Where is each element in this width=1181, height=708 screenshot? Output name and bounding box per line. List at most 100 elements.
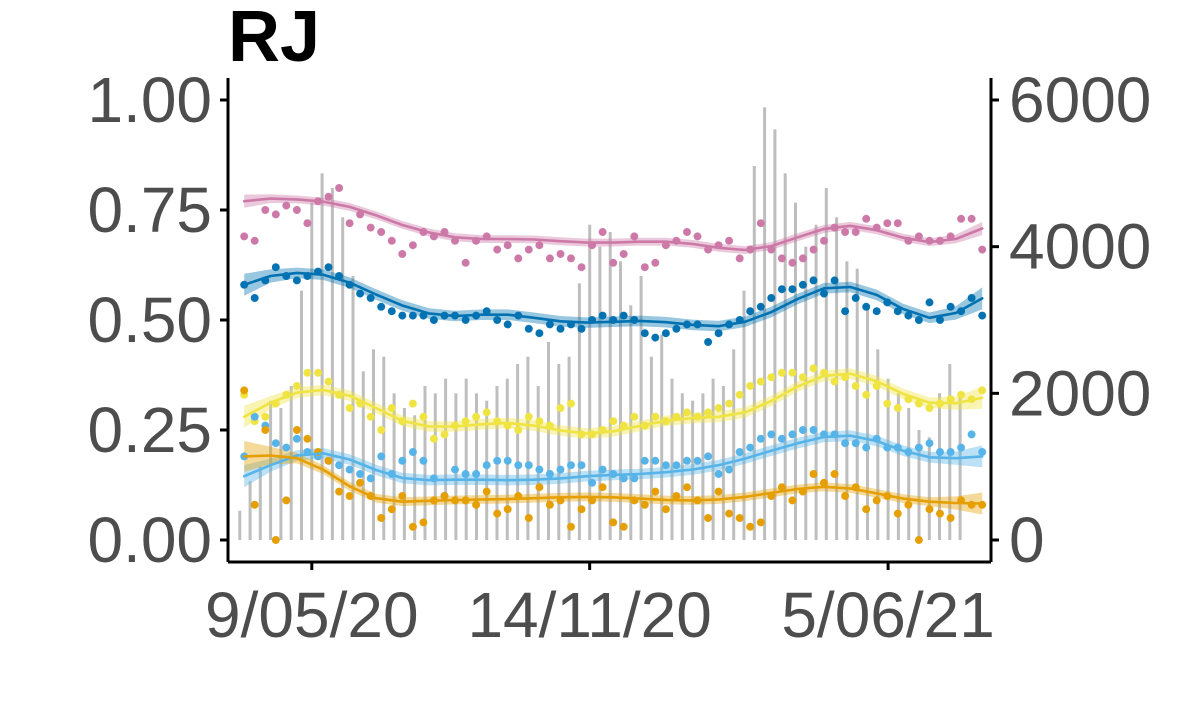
- data-point: [809, 469, 818, 478]
- data-point: [725, 399, 734, 408]
- data-point: [419, 518, 428, 527]
- data-point: [830, 469, 839, 478]
- data-point: [777, 368, 786, 377]
- data-point: [661, 505, 670, 514]
- data-point: [535, 241, 544, 250]
- y-tick-label: 0.50: [87, 284, 212, 356]
- data-point: [725, 465, 734, 474]
- data-point: [767, 373, 776, 382]
- data-point: [893, 403, 902, 412]
- data-point: [798, 373, 807, 382]
- data-point: [798, 425, 807, 434]
- data-point: [345, 465, 354, 474]
- data-point: [303, 434, 312, 443]
- weekly-bar: [711, 378, 715, 540]
- data-point: [366, 293, 375, 302]
- data-point: [335, 183, 344, 192]
- data-point: [324, 377, 333, 386]
- confidence-band: [244, 194, 983, 254]
- data-point: [978, 311, 987, 320]
- data-point: [324, 263, 333, 272]
- chart-title: RJ: [228, 0, 320, 77]
- data-point: [535, 483, 544, 492]
- data-point: [851, 439, 860, 448]
- weekly-bar: [680, 393, 684, 540]
- weekly-bar: [238, 510, 242, 540]
- data-point: [735, 447, 744, 456]
- weekly-bar: [649, 356, 653, 540]
- data-point: [250, 412, 259, 421]
- data-point: [735, 514, 744, 523]
- data-point: [429, 434, 438, 443]
- data-point: [788, 285, 797, 294]
- data-point: [271, 210, 280, 219]
- data-point: [535, 329, 544, 338]
- weekly-bar: [289, 386, 293, 540]
- data-point: [567, 399, 576, 408]
- data-point: [482, 408, 491, 417]
- data-point: [820, 478, 829, 487]
- weekly-bar: [444, 378, 448, 540]
- data-point: [377, 302, 386, 311]
- weekly-bar: [619, 261, 622, 540]
- data-point: [767, 430, 776, 439]
- data-point: [640, 263, 649, 272]
- data-point: [377, 452, 386, 461]
- data-point: [851, 227, 860, 236]
- weekly-bar: [845, 261, 849, 540]
- data-point: [756, 434, 765, 443]
- data-point: [292, 434, 301, 443]
- data-point: [714, 403, 723, 412]
- data-point: [387, 236, 396, 245]
- weekly-bar: [392, 393, 396, 540]
- data-point: [419, 456, 428, 465]
- data-point: [883, 219, 892, 228]
- data-point: [651, 333, 660, 342]
- data-point: [493, 245, 502, 254]
- data-point: [387, 307, 396, 316]
- data-point: [282, 496, 291, 505]
- data-point: [862, 505, 871, 514]
- bar-layer: [238, 107, 962, 541]
- data-point: [619, 522, 628, 531]
- data-point: [756, 302, 765, 311]
- data-point: [683, 483, 692, 492]
- weekly-bar: [567, 356, 571, 540]
- weekly-bar: [475, 393, 478, 540]
- data-point: [841, 439, 850, 448]
- data-point: [429, 315, 438, 324]
- y2-tick-label: 6000: [1009, 64, 1151, 136]
- data-point: [967, 430, 976, 439]
- weekly-bar: [413, 415, 417, 540]
- weekly-bar: [866, 305, 869, 540]
- weekly-bar: [958, 393, 962, 540]
- data-point: [577, 505, 586, 514]
- data-point: [746, 381, 755, 390]
- data-point: [472, 500, 481, 509]
- data-point: [356, 469, 365, 478]
- data-point: [240, 386, 249, 395]
- weekly-bar: [917, 430, 921, 540]
- data-point: [324, 456, 333, 465]
- data-point: [851, 381, 860, 390]
- weekly-bar: [598, 246, 602, 540]
- weekly-bar: [588, 224, 592, 540]
- data-point: [630, 474, 639, 483]
- data-point: [619, 249, 628, 258]
- weekly-bar: [516, 364, 520, 540]
- data-point: [567, 461, 576, 470]
- data-point: [545, 320, 554, 329]
- y-tick-label: 0.00: [87, 504, 212, 576]
- data-point: [493, 456, 502, 465]
- data-point: [788, 368, 797, 377]
- data-point: [714, 487, 723, 496]
- data-point: [440, 491, 449, 500]
- right-y-ticks: 0 2000 4000 6000: [991, 64, 1151, 576]
- data-point: [472, 412, 481, 421]
- data-point: [556, 403, 565, 412]
- data-point: [904, 500, 913, 509]
- data-point: [524, 412, 533, 421]
- data-point: [893, 219, 902, 228]
- data-point: [461, 258, 470, 267]
- weekly-bar: [372, 349, 375, 540]
